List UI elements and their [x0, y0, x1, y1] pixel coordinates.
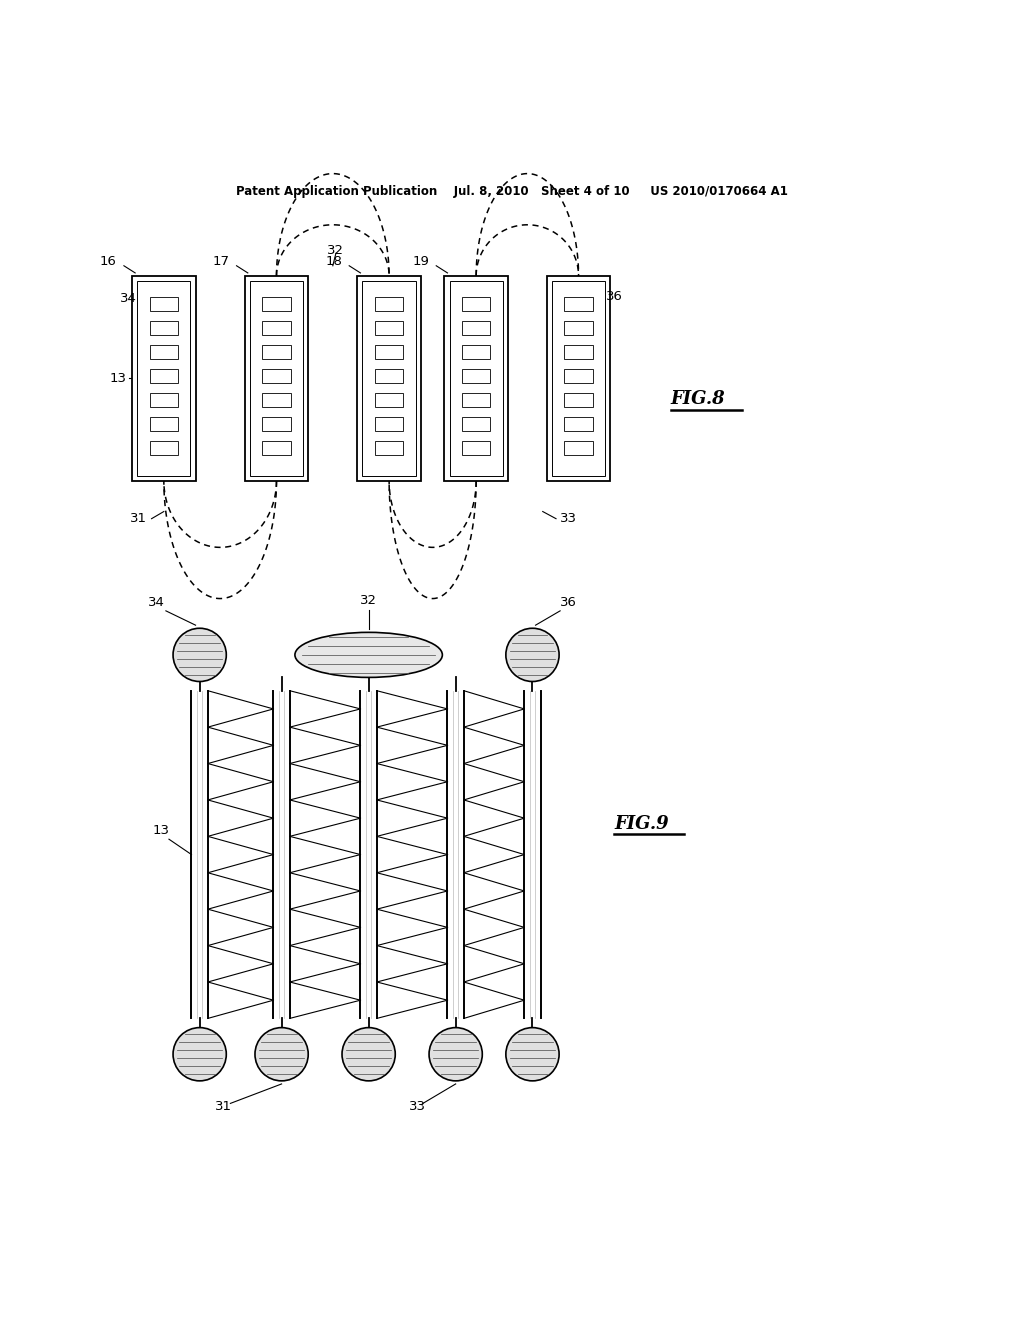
Bar: [375, 441, 403, 455]
Bar: [450, 281, 503, 475]
Text: 16: 16: [100, 255, 117, 268]
Text: Patent Application Publication    Jul. 8, 2010   Sheet 4 of 10     US 2010/01706: Patent Application Publication Jul. 8, 2…: [237, 185, 787, 198]
Bar: [375, 370, 403, 383]
Text: 36: 36: [606, 290, 623, 304]
Bar: [357, 276, 421, 480]
Circle shape: [506, 628, 559, 681]
Text: 32: 32: [328, 244, 344, 257]
Bar: [564, 346, 593, 359]
Bar: [564, 370, 593, 383]
Text: 31: 31: [215, 1100, 231, 1113]
Bar: [547, 276, 610, 480]
Text: 34: 34: [148, 595, 165, 609]
Bar: [462, 321, 490, 335]
Text: 32: 32: [360, 594, 377, 607]
Bar: [564, 393, 593, 408]
Bar: [564, 441, 593, 455]
Bar: [375, 321, 403, 335]
Circle shape: [255, 1027, 308, 1081]
Text: 33: 33: [410, 1100, 426, 1113]
Bar: [137, 281, 190, 475]
Bar: [462, 370, 490, 383]
Circle shape: [173, 628, 226, 681]
Ellipse shape: [295, 632, 442, 677]
Text: 17: 17: [212, 255, 229, 268]
Bar: [262, 393, 291, 408]
Text: 18: 18: [326, 255, 342, 268]
Bar: [552, 281, 605, 475]
Bar: [262, 297, 291, 312]
Circle shape: [429, 1027, 482, 1081]
Bar: [564, 417, 593, 432]
Text: 31: 31: [130, 512, 146, 525]
Bar: [150, 441, 178, 455]
Bar: [375, 297, 403, 312]
Bar: [462, 441, 490, 455]
Text: 19: 19: [413, 255, 429, 268]
Circle shape: [173, 1027, 226, 1081]
Text: FIG.9: FIG.9: [614, 814, 669, 833]
Bar: [375, 393, 403, 408]
Bar: [262, 370, 291, 383]
Bar: [375, 417, 403, 432]
Bar: [262, 321, 291, 335]
Circle shape: [506, 1027, 559, 1081]
Bar: [262, 417, 291, 432]
Bar: [150, 393, 178, 408]
Bar: [262, 346, 291, 359]
Text: FIG.8: FIG.8: [671, 389, 725, 408]
Bar: [462, 346, 490, 359]
Bar: [150, 321, 178, 335]
Bar: [245, 276, 308, 480]
Bar: [444, 276, 508, 480]
Bar: [150, 346, 178, 359]
Bar: [564, 297, 593, 312]
Text: 34: 34: [120, 292, 136, 305]
Bar: [150, 417, 178, 432]
Bar: [375, 346, 403, 359]
Bar: [462, 393, 490, 408]
Bar: [262, 441, 291, 455]
Text: 13: 13: [153, 824, 169, 837]
Bar: [362, 281, 416, 475]
Bar: [564, 321, 593, 335]
Text: 33: 33: [560, 512, 577, 525]
Bar: [150, 370, 178, 383]
Text: 36: 36: [560, 595, 577, 609]
Circle shape: [342, 1027, 395, 1081]
Bar: [132, 276, 196, 480]
Bar: [250, 281, 303, 475]
Bar: [462, 297, 490, 312]
Text: 13: 13: [110, 372, 126, 385]
Bar: [462, 417, 490, 432]
Bar: [150, 297, 178, 312]
